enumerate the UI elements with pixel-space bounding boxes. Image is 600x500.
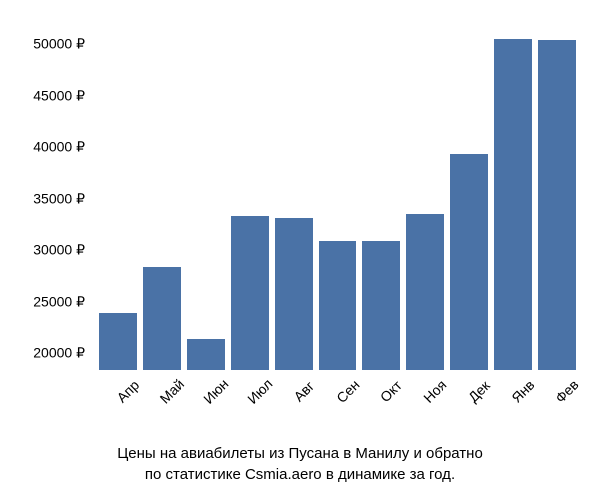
caption-line-1: Цены на авиабилеты из Пусана в Манилу и … — [117, 445, 483, 462]
bar — [99, 313, 137, 370]
y-tick-label: 30000 ₽ — [33, 242, 85, 259]
bar — [406, 214, 444, 370]
caption-line-2: по статистике Csmia.aero в динамике за г… — [145, 466, 455, 483]
y-axis: 20000 ₽ 25000 ₽ 30000 ₽ 35000 ₽ 40000 ₽ 45000… — [0, 10, 90, 370]
y-tick-label: 50000 ₽ — [33, 36, 85, 53]
y-tick-label: 55000 ₽ — [33, 0, 85, 2]
y-tick-label: 35000 ₽ — [33, 190, 85, 207]
bar — [362, 241, 400, 370]
plot-area — [95, 10, 580, 370]
y-tick-label: 25000 ₽ — [33, 293, 85, 310]
bar-chart: 20000 ₽ 25000 ₽ 30000 ₽ 35000 ₽ 40000 ₽ 45000… — [0, 10, 600, 430]
bar — [187, 339, 225, 370]
bar — [319, 241, 357, 370]
bar — [450, 154, 488, 370]
x-axis: АпрМайИюнИюлАвгСенОктНояДекЯнвФев — [95, 370, 580, 430]
y-tick-label: 20000 ₽ — [33, 345, 85, 362]
y-tick-label: 45000 ₽ — [33, 87, 85, 104]
bars-group — [95, 10, 580, 370]
bar — [494, 39, 532, 370]
bar — [143, 267, 181, 370]
bar — [231, 216, 269, 370]
y-tick-label: 40000 ₽ — [33, 139, 85, 156]
bar — [538, 40, 576, 370]
chart-caption: Цены на авиабилеты из Пусана в Манилу и … — [0, 443, 600, 485]
bar — [275, 218, 313, 370]
